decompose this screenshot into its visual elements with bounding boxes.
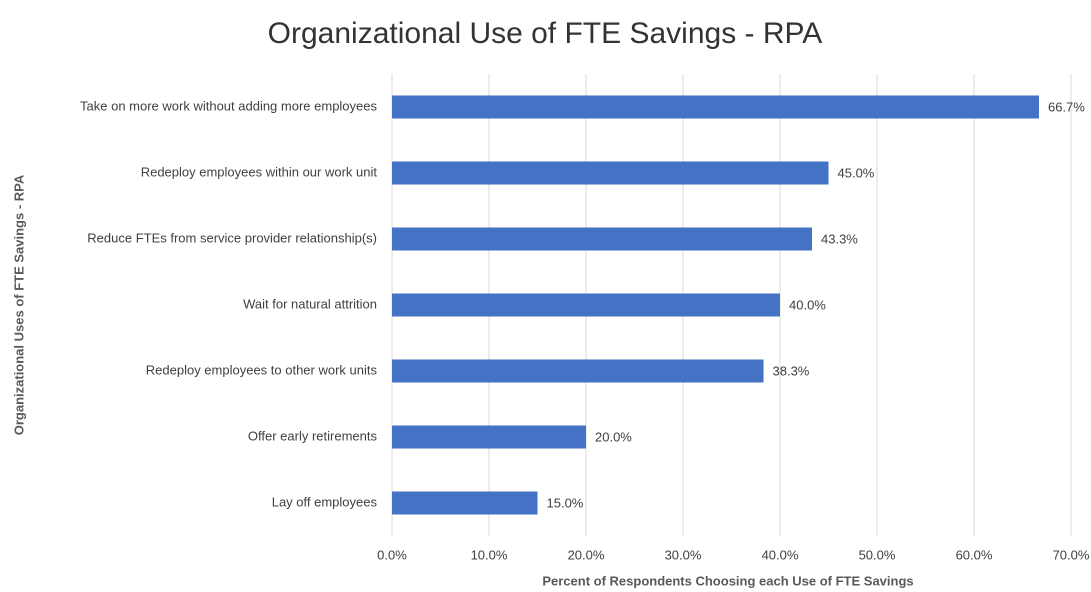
value-label: 15.0% — [547, 495, 584, 510]
y-tick-label: Lay off employees — [272, 494, 378, 509]
value-label: 43.3% — [821, 231, 858, 246]
value-label: 66.7% — [1048, 99, 1085, 114]
x-tick-label: 50.0% — [859, 547, 896, 562]
x-tick-label: 10.0% — [471, 547, 508, 562]
bar — [392, 425, 586, 449]
x-tick-label: 40.0% — [762, 547, 799, 562]
bar — [392, 227, 813, 251]
x-tick-label: 70.0% — [1053, 547, 1090, 562]
y-tick-label: Reduce FTEs from service provider relati… — [87, 230, 377, 245]
y-tick-label: Wait for natural attrition — [243, 296, 377, 311]
x-tick-label: 20.0% — [568, 547, 605, 562]
y-tick-label: Redeploy employees within our work unit — [141, 164, 378, 179]
bar — [392, 161, 829, 185]
value-label: 40.0% — [789, 297, 826, 312]
value-label: 20.0% — [595, 429, 632, 444]
bar — [392, 293, 780, 317]
x-tick-label: 0.0% — [377, 547, 407, 562]
x-tick-label: 30.0% — [665, 547, 702, 562]
x-tick-label: 60.0% — [956, 547, 993, 562]
bar — [392, 95, 1039, 119]
value-label: 38.3% — [773, 363, 810, 378]
y-tick-label: Take on more work without adding more em… — [80, 98, 377, 113]
y-tick-label: Redeploy employees to other work units — [146, 362, 378, 377]
value-label: 45.0% — [838, 165, 875, 180]
bar — [392, 359, 764, 383]
y-tick-label: Offer early retirements — [248, 428, 378, 443]
x-axis-title: Percent of Respondents Choosing each Use… — [542, 573, 913, 588]
chart-title: Organizational Use of FTE Savings - RPA — [268, 17, 823, 50]
bar — [392, 491, 538, 515]
y-axis-title: Organizational Uses of FTE Savings - RPA — [11, 174, 26, 435]
